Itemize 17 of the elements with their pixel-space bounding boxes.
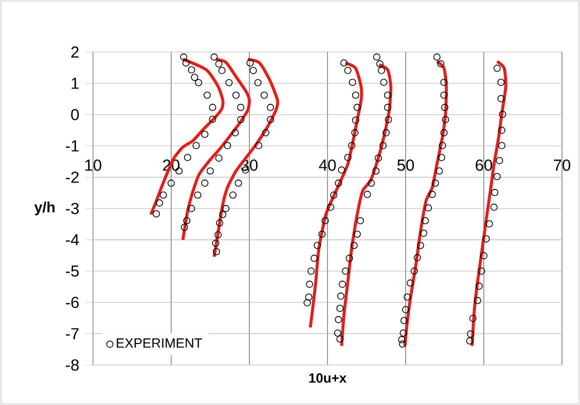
y-tick-label: -8 <box>66 359 79 371</box>
y-tick-label: -7 <box>66 328 79 340</box>
x-axis-title: 10u+x <box>309 373 346 383</box>
y-tick-label: 0 <box>71 108 79 120</box>
legend-label: EXPERIMENT <box>116 338 202 348</box>
x-tick-label: 10 <box>85 160 102 171</box>
y-tick-label: -3 <box>66 202 79 214</box>
y-axis-title: y/h <box>34 202 54 216</box>
y-tick-label: -2 <box>66 172 79 183</box>
x-tick-label: 70 <box>554 160 570 171</box>
x-tick-label: 40 <box>318 160 336 171</box>
y-tick-label: -1 <box>66 140 79 152</box>
y-tick-label: -5 <box>66 266 79 277</box>
y-tick-label: -4 <box>66 234 79 246</box>
y-tick-label: -6 <box>66 296 79 308</box>
y-tick-label: 1 <box>72 78 79 89</box>
y-tick-label: 2 <box>71 46 79 58</box>
